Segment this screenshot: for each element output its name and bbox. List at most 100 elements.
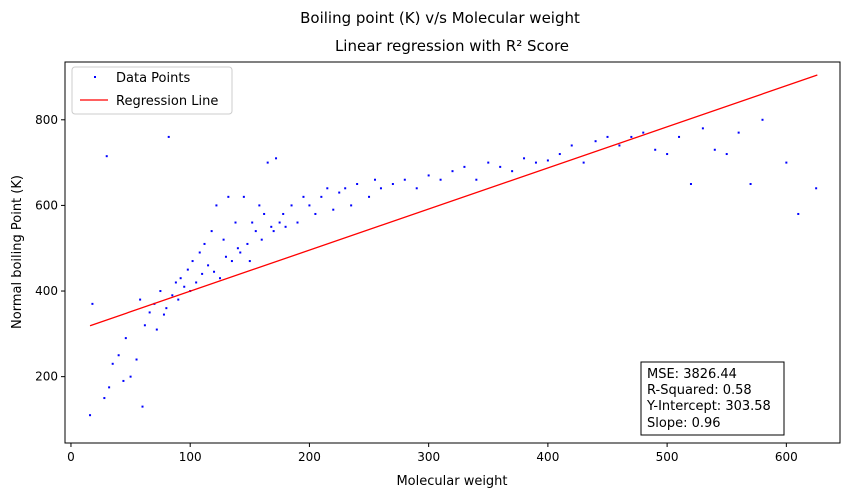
legend-box [71, 66, 233, 115]
x-axis-ticks: 0 100 200 300 400 500 600 [67, 443, 798, 464]
y-tick-label: 800 [35, 113, 58, 127]
data-point [266, 161, 269, 164]
data-point [124, 337, 127, 340]
data-point [155, 328, 158, 331]
data-point [162, 313, 165, 316]
data-point [91, 302, 94, 305]
data-point [320, 195, 323, 198]
stats-r-squared: R-Squared: 0.58 [647, 383, 752, 398]
data-point [302, 195, 305, 198]
data-point [487, 161, 490, 164]
data-point [117, 354, 120, 357]
legend: Data Points Regression Line [71, 66, 233, 115]
data-point [227, 195, 230, 198]
data-point [203, 242, 206, 245]
data-point [139, 298, 142, 301]
data-point [374, 178, 376, 181]
x-tick-label: 400 [536, 450, 559, 464]
data-point [195, 281, 198, 284]
data-point [499, 165, 502, 168]
stats-mse: MSE: 3826.44 [647, 367, 737, 382]
data-point [368, 195, 371, 198]
data-point [254, 230, 257, 233]
x-tick-label: 600 [775, 450, 798, 464]
data-point [263, 212, 266, 215]
data-point [230, 260, 233, 263]
data-point [148, 311, 151, 314]
x-tick-label: 100 [179, 450, 202, 464]
legend-label-regression-line: Regression Line [116, 94, 218, 109]
regression-line-layer [89, 74, 818, 327]
data-point [159, 290, 162, 293]
data-point [606, 135, 609, 138]
data-point [725, 153, 728, 156]
chart-suptitle: Boiling point (K) v/s Molecular weight [300, 9, 580, 27]
x-axis-label: Molecular weight [396, 474, 507, 489]
data-point [89, 414, 92, 417]
data-point [224, 255, 227, 258]
data-point [785, 161, 788, 164]
data-point [344, 187, 347, 190]
data-point [222, 238, 225, 241]
data-point [260, 238, 263, 241]
data-point [558, 153, 561, 156]
data-point [179, 277, 182, 280]
x-tick-label: 0 [67, 450, 75, 464]
data-point [213, 270, 216, 273]
data-point [248, 260, 251, 263]
data-point [111, 362, 114, 365]
data-point [275, 157, 278, 160]
plot-area-frame [64, 61, 841, 444]
data-point [570, 144, 573, 147]
data-point [242, 195, 245, 198]
data-point [251, 221, 254, 224]
data-point [105, 155, 108, 158]
data-point [191, 260, 194, 263]
y-tick-label: 600 [35, 198, 58, 212]
data-point [415, 187, 418, 190]
data-point [135, 358, 138, 361]
data-point [246, 242, 249, 245]
data-point [797, 212, 800, 215]
data-point [236, 247, 239, 250]
data-point [174, 281, 177, 284]
y-axis-label: Normal boiling Point (K) [10, 175, 25, 329]
x-tick-label: 200 [298, 450, 321, 464]
data-point [630, 135, 633, 138]
data-point [143, 324, 146, 327]
data-point [272, 230, 275, 233]
y-tick-label: 400 [35, 284, 58, 298]
data-point [308, 204, 311, 207]
data-point [103, 397, 106, 400]
stats-box [640, 361, 785, 436]
data-point [207, 264, 210, 267]
data-point [761, 118, 764, 121]
data-point [290, 204, 293, 207]
data-point [350, 204, 353, 207]
data-point [210, 230, 213, 233]
data-point [451, 170, 454, 173]
data-point [215, 204, 218, 207]
data-point [198, 251, 201, 254]
data-point [270, 225, 273, 228]
data-point [239, 251, 242, 254]
data-point [815, 187, 818, 190]
data-point [129, 375, 132, 378]
y-axis-ticks: 200 400 600 800 [35, 113, 65, 384]
data-point [278, 221, 281, 224]
data-point [475, 178, 478, 181]
data-point [511, 170, 514, 173]
data-point [713, 148, 716, 151]
regression-line [89, 74, 818, 327]
data-point [666, 153, 669, 156]
data-point [258, 204, 261, 207]
data-point [427, 174, 430, 177]
stats-slope: Slope: 0.96 [647, 416, 721, 431]
data-point [338, 191, 341, 194]
data-point [186, 268, 189, 271]
data-point [356, 183, 359, 186]
stats-annotation: MSE: 3826.44 R-Squared: 0.58 Y-Intercept… [640, 361, 785, 436]
data-point [296, 221, 299, 224]
data-point [678, 135, 681, 138]
